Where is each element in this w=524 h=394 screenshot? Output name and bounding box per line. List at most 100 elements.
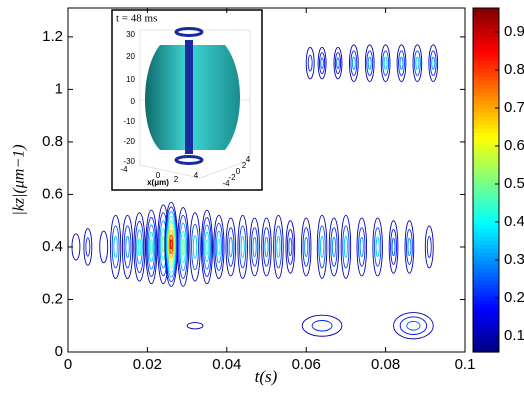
colorbar-cell (473, 200, 499, 205)
colorbar-cell (473, 152, 499, 157)
inset-z-tick-label: 30 (126, 30, 135, 39)
colorbar-cell (473, 260, 499, 265)
colorbar-tick-label: 0.3 (504, 251, 524, 268)
x-tick-label: 0.06 (292, 356, 321, 373)
colorbar-cell (473, 196, 499, 201)
colorbar-cell (473, 148, 499, 153)
colorbar-cell (473, 340, 499, 345)
colorbar-cell (473, 232, 499, 237)
x-tick-label: 0.04 (212, 356, 241, 373)
colorbar-cell (473, 84, 499, 89)
colorbar-cell (473, 308, 499, 313)
colorbar-cell (473, 204, 499, 209)
y-tick-label: 0.2 (42, 290, 63, 307)
colorbar-cell (473, 72, 499, 77)
colorbar-cell (473, 304, 499, 309)
colorbar-cell (473, 208, 499, 213)
colorbar-cell (473, 20, 499, 25)
colorbar-cell (473, 252, 499, 257)
colorbar-cell (473, 12, 499, 17)
colorbar-cell (473, 24, 499, 29)
inset-x-tick-label: -4 (120, 165, 128, 174)
inset-y-tick-label: 0 (236, 167, 241, 176)
colorbar-cell (473, 132, 499, 137)
colorbar-cell (473, 16, 499, 21)
colorbar-cell (473, 60, 499, 65)
colorbar-cell (473, 272, 499, 277)
y-tick-label: 0 (55, 343, 63, 360)
y-axis-label: |kz|(μm−1) (11, 144, 28, 215)
colorbar-cell (473, 120, 499, 125)
colorbar-cell (473, 36, 499, 41)
x-axis-label: t(s) (255, 367, 278, 386)
inset-z-tick-label: -10 (123, 117, 135, 126)
colorbar-cell (473, 140, 499, 145)
y-tick-label: 1.2 (42, 28, 63, 45)
colorbar-tick-label: 0.4 (504, 213, 524, 230)
colorbar-cell (473, 344, 499, 349)
colorbar-cell (473, 168, 499, 173)
inset-z-tick-label: -20 (123, 137, 135, 146)
x-tick-label: 0.08 (371, 356, 400, 373)
colorbar-cell (473, 48, 499, 53)
colorbar-cell (473, 172, 499, 177)
colorbar-cell (473, 56, 499, 61)
colorbar-cell (473, 324, 499, 329)
core (185, 40, 193, 154)
inset-z-tick-label: 10 (126, 75, 135, 84)
colorbar-cell (473, 228, 499, 233)
colorbar-cell (473, 284, 499, 289)
inset-y-tick-label: 2 (242, 161, 247, 170)
x-tick-label: 0 (64, 356, 72, 373)
colorbar-cell (473, 236, 499, 241)
colorbar-cell (473, 264, 499, 269)
chart: t = 48 ms x(μm) t(s) |kz|(μm−1) 00.020.0… (0, 0, 524, 389)
colorbar-cell (473, 32, 499, 37)
colorbar-cell (473, 268, 499, 273)
inset-z-tick-label: 20 (126, 52, 135, 61)
inset-x-tick-label: 4 (194, 171, 199, 180)
inset-title: t = 48 ms (116, 13, 157, 25)
inset-y-tick-label: 4 (246, 155, 251, 164)
colorbar-cell (473, 8, 499, 13)
colorbar-cell (473, 40, 499, 45)
inset-y-tick-label: -2 (228, 173, 236, 182)
colorbar-tick-label: 0.7 (504, 99, 524, 116)
colorbar-tick-label: 0.6 (504, 137, 524, 154)
colorbar-cell (473, 312, 499, 317)
colorbar-cell (473, 280, 499, 285)
colorbar-cell (473, 76, 499, 81)
colorbar-cell (473, 156, 499, 161)
colorbar-cell (473, 176, 499, 181)
colorbar-cell (473, 44, 499, 49)
colorbar-cell (473, 188, 499, 193)
colorbar-cell (473, 88, 499, 93)
colorbar-cell (473, 96, 499, 101)
colorbar-cell (473, 216, 499, 221)
inset-y-tick-label: -4 (222, 179, 230, 188)
x-tick-label: 0.1 (455, 356, 476, 373)
y-tick-label: 0.4 (42, 238, 63, 255)
colorbar-cell (473, 128, 499, 133)
colorbar-cell (473, 316, 499, 321)
y-tick-label: 1 (55, 80, 63, 97)
colorbar-cell (473, 92, 499, 97)
colorbar-cell (473, 116, 499, 121)
colorbar-cell (473, 52, 499, 57)
y-tick-label: 0.6 (42, 185, 63, 202)
colorbar-cell (473, 184, 499, 189)
colorbar-cell (473, 164, 499, 169)
inset-z-tick-label: 0 (131, 97, 136, 106)
colorbar-cell (473, 248, 499, 253)
colorbar-cell (473, 328, 499, 333)
colorbar-cell (473, 276, 499, 281)
colorbar-tick-label: 0.8 (504, 61, 524, 78)
colorbar-cell (473, 192, 499, 197)
colorbar-cell (473, 336, 499, 341)
colorbar-cell (473, 112, 499, 117)
colorbar-cell (473, 240, 499, 245)
x-tick-label: 0.02 (133, 356, 162, 373)
colorbar-cell (473, 108, 499, 113)
colorbar-cell (473, 160, 499, 165)
colorbar-cell (473, 80, 499, 85)
